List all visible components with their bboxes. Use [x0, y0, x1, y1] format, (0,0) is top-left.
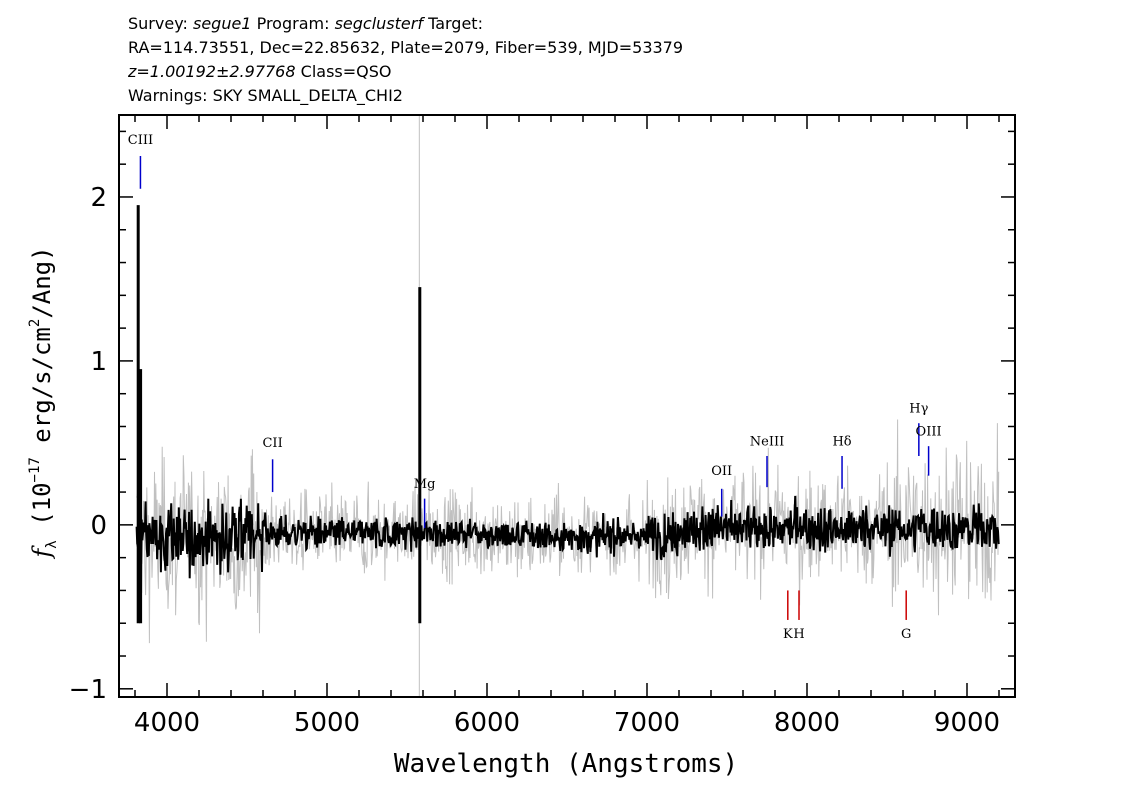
y-tick-label-0: −1: [69, 675, 107, 705]
survey-value: segue1: [192, 14, 252, 33]
class-value: Class=QSO: [300, 62, 392, 81]
y-tick-label-3: 2: [90, 183, 107, 213]
flux-trace: [135, 495, 1000, 579]
axis-tick-labels: 4000 5000 6000 7000 8000 9000 −1 0 1 2: [69, 183, 1000, 738]
absorption-label-0: K: [783, 627, 793, 642]
flux-series: [135, 205, 1000, 624]
axis-ticks: [119, 115, 1015, 697]
emission-label-5: Hδ: [832, 434, 851, 449]
y-tick-label-2: 1: [90, 347, 107, 377]
spectrum-header: Survey: segue1 Program: segclusterf Targ…: [128, 12, 683, 108]
emission-label-0: CIII: [128, 133, 153, 148]
x-tick-label-5: 9000: [934, 708, 1000, 738]
target-label: Target:: [428, 14, 483, 33]
emission-label-3: OII: [711, 464, 732, 479]
absorption-label-1: H: [793, 627, 804, 642]
header-coords: RA=114.73551, Dec=22.85632, Plate=2079, …: [128, 38, 684, 57]
header-line-3: z=1.00192±2.97768 Class=QSO: [128, 60, 683, 84]
absorption-label-2: G: [901, 627, 911, 642]
x-tick-label-3: 7000: [614, 708, 680, 738]
emission-label-7: OIII: [916, 425, 942, 440]
line-markers: CIII CII Mg OII NeIII Hδ Hγ OIII K H G: [128, 133, 942, 642]
survey-label: Survey:: [128, 14, 188, 33]
x-tick-label-0: 4000: [134, 708, 200, 738]
redshift-value: z=1.00192±2.97768: [128, 62, 296, 81]
program-value: segclusterf: [334, 14, 423, 33]
plot-frame: [118, 114, 1016, 698]
header-warnings: Warnings: SKY SMALL_DELTA_CHI2: [128, 86, 403, 105]
header-line-1: Survey: segue1 Program: segclusterf Targ…: [128, 12, 683, 36]
x-axis-label: Wavelength (Angstroms): [394, 749, 738, 779]
y-axis-label: fλ (10−17 erg/s/cm2/Ang): [27, 246, 60, 559]
x-tick-label-4: 8000: [774, 708, 840, 738]
emission-label-1: CII: [262, 436, 282, 451]
emission-label-6: Hγ: [909, 402, 928, 417]
error-series: [136, 115, 1000, 697]
x-tick-label-1: 5000: [294, 708, 360, 738]
emission-label-2: Mg: [414, 477, 436, 492]
x-tick-label-2: 6000: [454, 708, 520, 738]
program-label: Program:: [256, 14, 330, 33]
emission-label-4: NeIII: [750, 434, 784, 449]
y-tick-label-1: 0: [90, 511, 107, 541]
